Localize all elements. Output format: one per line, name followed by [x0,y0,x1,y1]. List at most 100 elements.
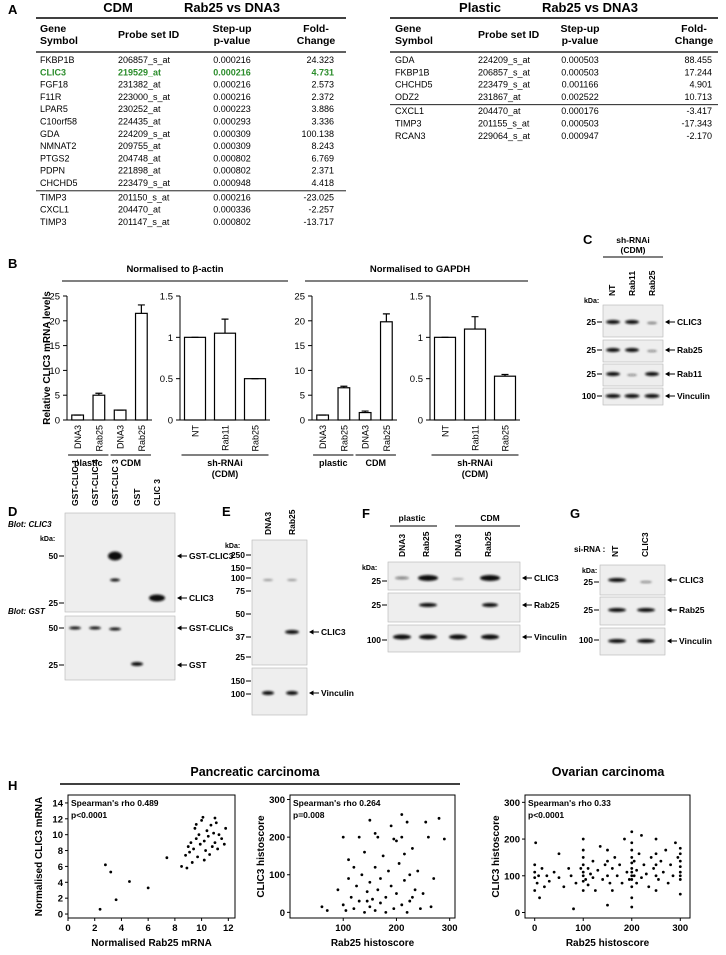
point [606,848,609,852]
point [630,905,634,909]
table-cell: 229064_s_at [478,131,531,141]
point [384,895,388,899]
table-cell: 201147_s_at [118,217,170,227]
table-cell: 224435_at [118,117,161,127]
table-cell: 100.138 [301,129,334,139]
band [419,603,437,607]
table-cell: 88.455 [684,55,712,65]
marker-label: 25 [372,600,382,610]
point [533,863,537,867]
point [220,837,224,841]
y-tick-label: 0 [168,416,173,427]
marker-label: 50 [49,623,59,633]
point [352,865,356,869]
point [678,852,682,856]
arrow-head [177,625,182,631]
table-cell: 2.573 [311,80,334,90]
bar [243,378,267,421]
point [642,863,646,867]
point [545,874,549,878]
marker-label: 250 [231,550,245,560]
point [538,896,541,900]
column-header: Step-up [560,23,599,35]
table-cell: 6.769 [311,153,334,163]
group-label: CDM [121,458,142,468]
x-tick-label: 2 [92,923,97,934]
band [418,575,438,581]
table-cell: 0.000503 [561,67,599,77]
column-header: Symbol [40,35,78,47]
point [408,873,412,877]
x-axis-label: Rab25 histoscore [566,938,650,949]
point [405,910,409,914]
point [389,824,393,828]
point [379,877,382,880]
arrow-head [667,638,672,644]
table-cell: 2.372 [311,92,334,102]
point [437,816,441,820]
arrow-head [522,602,527,608]
table-cell: 0.000802 [213,166,251,176]
target-label: Vinculin [677,391,710,401]
point [661,870,665,874]
x-tick-label: 10 [196,923,207,934]
bar [493,375,517,421]
point [593,889,597,892]
y-tick-label: 12 [52,814,63,825]
marker-label: 25 [587,317,597,327]
table-cell: -3.417 [686,106,712,116]
point [533,889,537,892]
target-label: Rab25 [534,600,560,610]
error-bar [361,410,369,413]
band [149,594,165,602]
group-label: plastic [319,458,348,468]
point [584,878,588,881]
band [608,608,626,612]
y-tick-label: 8 [58,846,63,857]
column-header: Fold- [681,23,707,35]
column-header: Symbol [395,35,433,47]
table-cell: C10orf58 [40,117,77,127]
x-tick-label: DNA3 [318,425,328,449]
marker-label: 100 [231,573,245,583]
point [395,839,398,843]
table-cell: CXCL1 [395,106,424,116]
point [368,905,372,909]
y-tick-label: 0.5 [410,374,423,385]
table-cell: 0.001166 [562,80,599,90]
point [613,856,617,859]
group-label: sh-RNAi [207,458,243,468]
panel-letter: A [8,2,18,17]
point [373,865,377,869]
point [581,889,585,892]
error-bar [471,316,479,330]
point [384,910,388,914]
point [608,881,612,885]
table-cell: GDA [40,129,60,139]
arrow-head [665,347,670,353]
marker-label: 25 [584,605,594,615]
point [603,863,607,867]
point [104,863,107,867]
point [678,859,682,863]
point [185,866,189,870]
bar [183,336,207,421]
point [591,859,595,863]
point [581,856,585,859]
table-cell: 10.713 [684,92,712,102]
table-cell: 0.000309 [213,141,251,151]
point [534,841,538,845]
point [392,907,396,910]
x-tick-label: 100 [335,923,351,934]
point [669,863,672,867]
point [400,813,404,816]
marker-label: 25 [372,576,382,586]
point [109,870,113,874]
target-label: Rab25 [679,605,705,615]
band [285,630,299,634]
point [205,829,209,833]
lane-label: DNA3 [397,534,407,557]
target-label: GST-CLIC3 [189,551,234,561]
point [606,903,609,907]
point [184,853,187,857]
